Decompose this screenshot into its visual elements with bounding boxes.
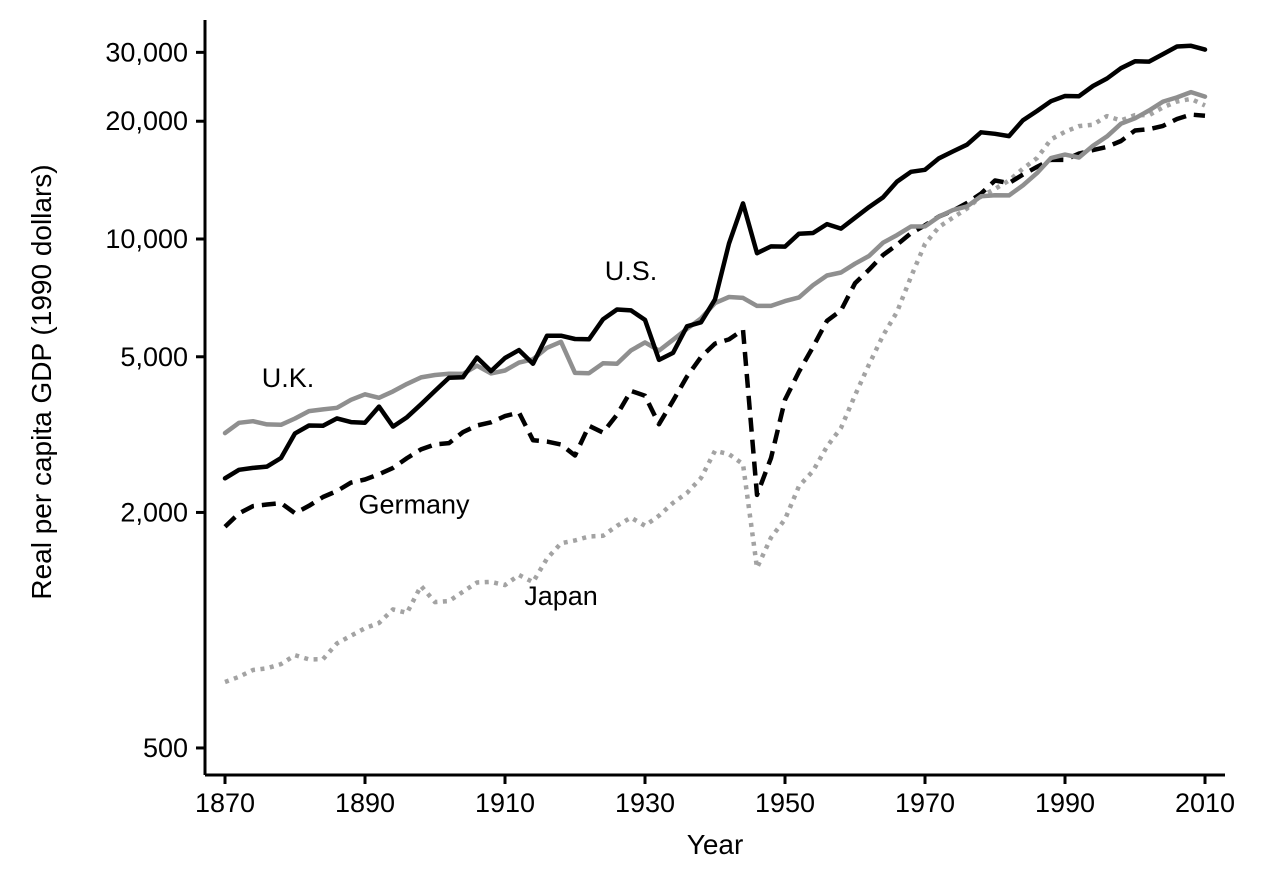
x-tick-label: 1930 (615, 788, 675, 818)
series-label-us: U.S. (605, 256, 658, 286)
series-line-germany (223, 112, 1206, 529)
y-axis-title: Real per capita GDP (1990 dollars) (26, 164, 57, 600)
y-tick-label: 500 (143, 733, 188, 763)
x-tick-label: 1990 (1035, 788, 1095, 818)
series-line-uk (222, 89, 1208, 436)
x-tick-label: 2010 (1175, 788, 1235, 818)
series-label-japan: Japan (524, 581, 598, 611)
y-tick-label: 10,000 (105, 224, 188, 254)
y-tick-label: 2,000 (120, 497, 188, 527)
x-tick-label: 1910 (475, 788, 535, 818)
x-tick-label: 1870 (195, 788, 255, 818)
x-tick-label: 1970 (895, 788, 955, 818)
series-line-japan (224, 96, 1206, 685)
y-tick-label: 20,000 (105, 106, 188, 136)
series-label-germany: Germany (358, 490, 470, 520)
x-tick-label: 1950 (755, 788, 815, 818)
y-tick-label: 5,000 (120, 342, 188, 372)
x-tick-label: 1890 (335, 788, 395, 818)
x-axis-title: Year (686, 829, 744, 860)
series-label-uk: U.K. (262, 363, 315, 393)
series-line-us (222, 43, 1208, 481)
y-tick-label: 30,000 (105, 37, 188, 67)
